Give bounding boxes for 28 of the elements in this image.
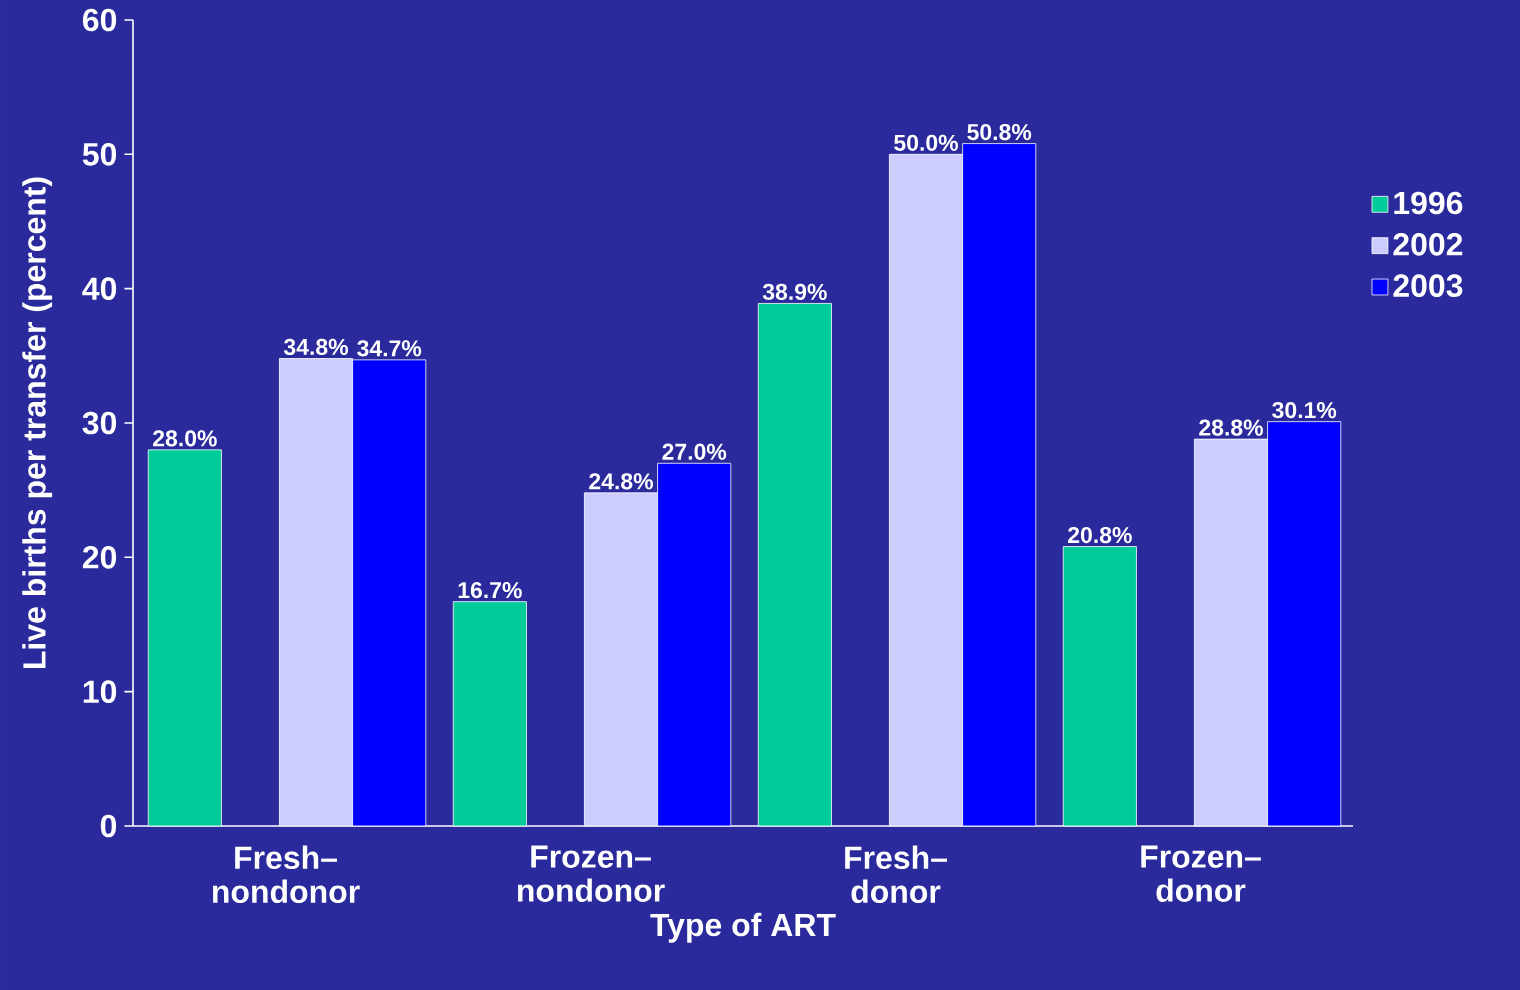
data-label: 34.7%: [357, 340, 422, 357]
y-tick-label: 0: [100, 814, 117, 838]
legend-label: 1996: [1394, 191, 1463, 215]
y-tick-label: 40: [82, 277, 117, 300]
data-label: 28.8%: [1199, 419, 1263, 436]
legend-label: 2003: [1393, 274, 1463, 298]
y-tick-label: 30: [82, 411, 117, 435]
y-tick-label: 50: [82, 143, 117, 166]
y-tick-label: 20: [82, 546, 117, 569]
y-axis-title: Live births per transfer (percent): [22, 177, 53, 669]
data-label: 34.8%: [283, 338, 348, 356]
data-label: 30.1%: [1272, 401, 1337, 419]
data-label: 38.9%: [762, 283, 827, 301]
x-tick-label: Frozen–donor: [1141, 845, 1261, 902]
x-tick-label: Frozen–nondonor: [517, 845, 665, 902]
data-label: 27.0%: [662, 443, 727, 460]
y-tick-label: 10: [83, 680, 117, 703]
data-label: 50.0%: [894, 134, 958, 151]
legend-label: 2002: [1393, 233, 1463, 256]
data-label: 16.7%: [458, 581, 522, 599]
y-tick-label: 60: [82, 8, 117, 32]
data-label: 28.0%: [153, 430, 217, 447]
data-label: 24.8%: [589, 473, 653, 490]
x-tick-label: Fresh–nondonor: [212, 845, 360, 904]
x-axis-title: Type of ART: [650, 912, 836, 943]
data-label: 20.8%: [1068, 526, 1132, 544]
x-tick-label: Fresh–donor: [845, 845, 947, 904]
data-label: 50.8%: [967, 123, 1032, 141]
